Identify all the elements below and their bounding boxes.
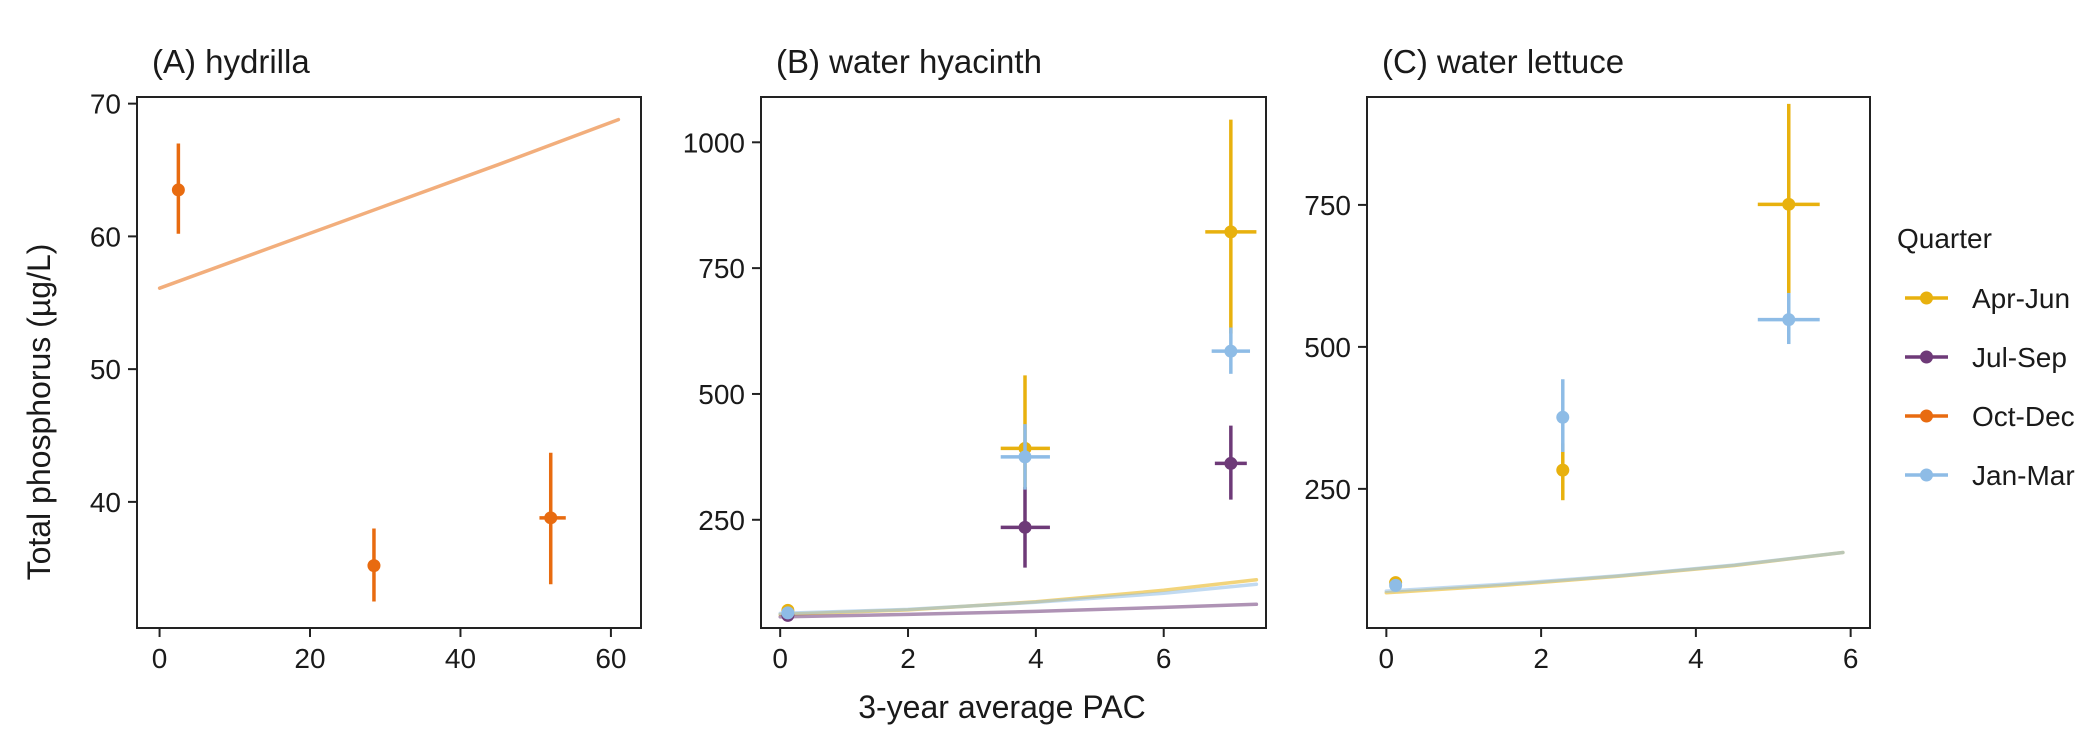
data-point-jul-sep: [1214, 425, 1247, 500]
data-point-jul-sep: [1000, 487, 1050, 568]
panel-title-hydrilla: (A) hydrilla: [152, 43, 310, 80]
data-point-apr-jun: [1556, 443, 1570, 501]
point-marker: [1018, 450, 1032, 464]
y-tick-label: 500: [1304, 332, 1351, 363]
point-marker: [544, 511, 558, 525]
legend-label: Apr-Jun: [1972, 283, 2070, 314]
data-point-apr-jun: [1205, 119, 1257, 334]
panel-frame: [1366, 96, 1871, 629]
y-tick-label: 250: [698, 505, 745, 536]
x-tick-label: 2: [900, 643, 916, 674]
y-tick-label: 500: [698, 379, 745, 410]
y-tick-label: 1000: [683, 127, 745, 158]
data-point-jan-mar: [1000, 424, 1050, 490]
legend-entry-jan-mar: Jan-Mar: [1905, 460, 2075, 491]
x-tick-label: 6: [1156, 643, 1172, 674]
fit-line-jan-mar: [778, 582, 1259, 616]
data-point-oct-dec: [539, 452, 566, 585]
x-tick-label: 4: [1028, 643, 1044, 674]
y-tick-label: 50: [90, 354, 121, 385]
legend-label: Jul-Sep: [1972, 342, 2067, 373]
point-marker: [1556, 463, 1570, 477]
point-marker: [1224, 344, 1238, 358]
legend-entry-jul-sep: Jul-Sep: [1905, 342, 2067, 373]
y-tick-label: 750: [698, 253, 745, 284]
x-tick-label: 0: [772, 643, 788, 674]
y-tick-label: 750: [1304, 190, 1351, 221]
legend-entry-oct-dec: Oct-Dec: [1905, 401, 2075, 432]
fit-line-apr-jun: [778, 577, 1259, 617]
fit-line-jan-mar: [1384, 550, 1845, 593]
panel-title-water-hyacinth: (B) water hyacinth: [776, 43, 1042, 80]
x-tick-label: 2: [1533, 643, 1549, 674]
legend-key-point: [1920, 409, 1933, 423]
point-marker: [171, 183, 185, 197]
point-marker: [1782, 313, 1796, 327]
x-tick-label: 40: [445, 643, 476, 674]
point-marker: [781, 606, 795, 620]
panel-water-hyacinth: (B) water hyacinth 0 2 4 6 250 500 750 1000: [683, 43, 1267, 674]
fit-line-oct-dec: [157, 117, 621, 290]
point-marker: [1556, 410, 1570, 424]
x-tick-label: 6: [1843, 643, 1859, 674]
y-axis-title: Total phosphorus (µg/L): [21, 244, 57, 581]
y-tick-label: 250: [1304, 474, 1351, 505]
panel-hydrilla: (A) hydrilla 0 20 40 60 40 50 60 70: [90, 43, 642, 674]
x-tick-label: 0: [1379, 643, 1395, 674]
legend-key-point: [1920, 468, 1933, 482]
point-marker: [367, 559, 381, 573]
panel-frame: [136, 96, 642, 629]
x-tick-label: 0: [152, 643, 168, 674]
data-point-jan-mar: [1389, 578, 1403, 592]
panel-water-lettuce: (C) water lettuce 0 2 4 6 250 500 750: [1304, 43, 1871, 674]
legend-key-point: [1920, 350, 1933, 364]
point-marker: [1389, 578, 1403, 592]
legend-key-point: [1920, 291, 1933, 305]
y-tick-label: 40: [90, 487, 121, 518]
point-marker: [1018, 520, 1032, 534]
point-marker: [1782, 197, 1796, 211]
data-point-jan-mar: [781, 606, 795, 620]
legend-label: Oct-Dec: [1972, 401, 2075, 432]
panel-frame: [760, 96, 1267, 629]
panel-title-water-lettuce: (C) water lettuce: [1382, 43, 1624, 80]
x-axis-title: 3-year average PAC: [858, 689, 1146, 725]
point-marker: [1224, 456, 1238, 470]
y-tick-label: 60: [90, 221, 121, 252]
legend-label: Jan-Mar: [1972, 460, 2075, 491]
x-tick-label: 4: [1688, 643, 1704, 674]
fit-line-jul-sep: [778, 602, 1259, 619]
data-point-jan-mar: [1757, 292, 1820, 345]
x-tick-label: 20: [294, 643, 325, 674]
data-point-oct-dec: [171, 143, 185, 234]
legend: Quarter Apr-Jun Jul-Sep Oct-Dec Jan-Mar: [1897, 223, 2075, 491]
legend-entry-apr-jun: Apr-Jun: [1905, 283, 2070, 314]
point-marker: [1224, 225, 1238, 239]
data-point-oct-dec: [367, 528, 381, 602]
data-point-jan-mar: [1211, 327, 1251, 374]
legend-title: Quarter: [1897, 223, 1992, 254]
y-tick-label: 70: [90, 89, 121, 120]
data-point-apr-jun: [1757, 103, 1820, 296]
data-point-jan-mar: [1556, 379, 1570, 452]
x-tick-label: 60: [595, 643, 626, 674]
